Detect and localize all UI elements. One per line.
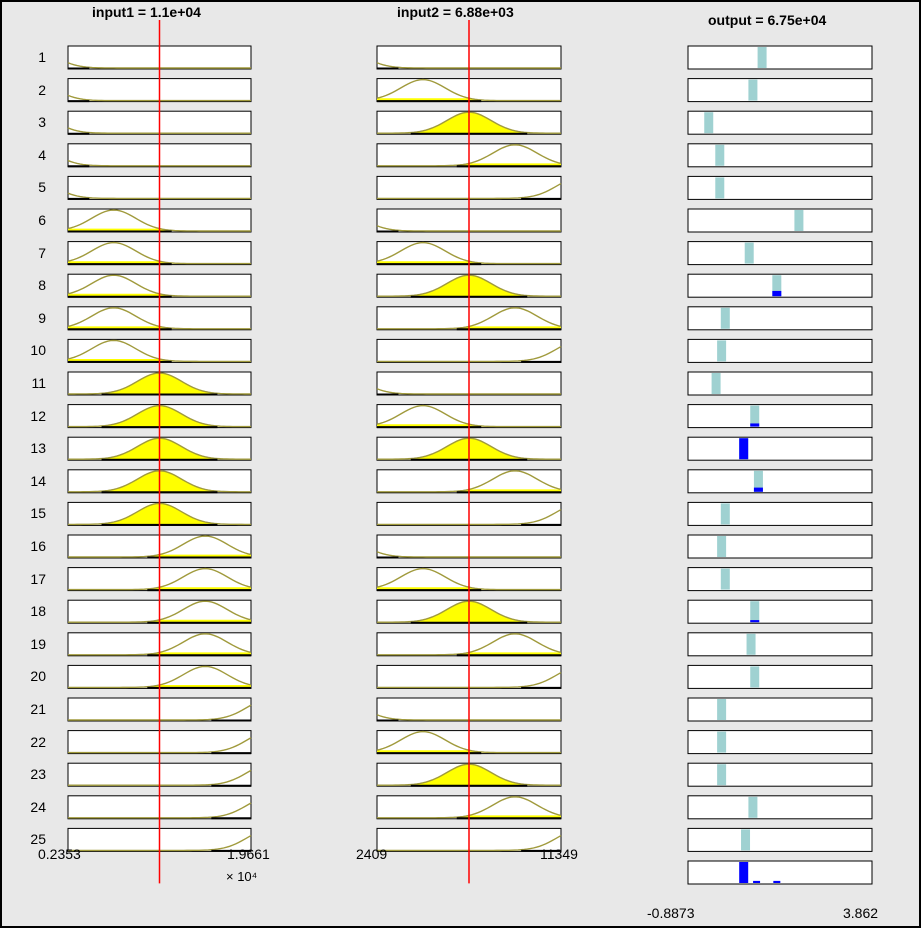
input2-header: input2 = 6.88e+03	[397, 4, 514, 20]
output-axis-box	[687, 664, 873, 689]
rule-number: 5	[38, 179, 46, 196]
output-mf-bar	[715, 144, 725, 166]
output-axis-box	[687, 404, 873, 429]
rule-number: 24	[30, 798, 46, 815]
output-mf-bar	[750, 405, 760, 427]
output-mf-bar	[717, 536, 727, 557]
rule-number: 25	[30, 831, 46, 848]
output-axis-box	[687, 143, 873, 168]
output-axis-box	[687, 697, 873, 722]
rule-number: 11	[31, 375, 46, 391]
rule-number: 17	[30, 570, 46, 587]
output-mf-bar	[753, 470, 763, 492]
rule-number: 23	[30, 766, 46, 783]
output-mf-bar	[748, 79, 758, 101]
output-mf-bar	[720, 568, 730, 590]
output-mf-bar	[717, 699, 727, 720]
input2-range-min: 2409	[356, 846, 388, 862]
output-axis-box	[687, 306, 873, 331]
aggregate-output-bar	[739, 862, 749, 883]
input2-range-max: 11349	[540, 846, 578, 862]
output-mf-bar	[748, 796, 758, 818]
output-mf-bar	[744, 242, 754, 264]
output-mf-bar	[717, 340, 727, 362]
output-firing-bar	[750, 620, 760, 623]
rule-number: 9	[38, 309, 46, 326]
output-axis-box	[687, 469, 873, 494]
output-axis-box	[687, 762, 873, 787]
output-firing-bar	[753, 487, 763, 492]
output-mf-bar	[715, 177, 725, 199]
output-axis-box	[687, 795, 873, 820]
rule-number: 12	[30, 407, 46, 424]
output-axis-box	[687, 110, 873, 135]
input1-range-max: 1.9661	[227, 846, 270, 862]
output-mf-bar	[746, 633, 756, 655]
aggregate-output-tail	[773, 880, 781, 883]
rule-number: 1	[38, 49, 46, 65]
output-mf-bar	[772, 275, 782, 297]
output-axis-box	[687, 208, 873, 233]
output-axis-box	[687, 78, 873, 103]
output-axis-box	[687, 175, 873, 200]
output-mf-bar	[711, 373, 721, 394]
rule-number: 13	[30, 440, 46, 457]
output-mf-bar	[750, 666, 760, 688]
rule-number: 19	[30, 635, 46, 652]
output-axis-box	[687, 567, 873, 592]
output-axis-box	[687, 534, 873, 559]
output-axis-box	[687, 241, 873, 266]
rule-number: 16	[30, 538, 46, 554]
output-mf-bar	[750, 601, 760, 623]
output-axis-box	[687, 371, 873, 396]
output-axis-box	[687, 501, 873, 526]
output-mf-bar	[794, 210, 804, 231]
output-mf-bar	[720, 503, 730, 525]
rule-number: 4	[38, 146, 46, 163]
aggregate-output-tail	[753, 880, 761, 883]
output-axis-box	[687, 730, 873, 755]
rule-number: 2	[38, 81, 46, 98]
output-mf-bar	[717, 764, 727, 786]
output-axis-box	[687, 338, 873, 363]
aggregate-output-box	[687, 860, 873, 885]
output-axis-box	[687, 827, 873, 852]
rule-number: 7	[38, 244, 46, 261]
output-axis-box	[687, 632, 873, 657]
rule-number: 20	[30, 668, 46, 685]
output-mf-bar	[757, 47, 767, 68]
output-mf-bar	[717, 731, 727, 753]
output-range-min: -0.8873	[647, 905, 695, 921]
rule-number: 22	[30, 733, 46, 750]
rule-number: 18	[30, 603, 46, 620]
output-firing-bar	[750, 423, 760, 427]
output-mf-bar	[720, 307, 730, 329]
rule-number: 6	[38, 212, 46, 228]
rule-number: 3	[38, 114, 46, 131]
output-axis-box	[687, 45, 873, 70]
rule-number: 21	[30, 701, 46, 717]
output-mf-bar	[704, 112, 714, 134]
rule-number: 14	[30, 472, 46, 489]
input1-range-exponent: × 10⁴	[226, 869, 258, 884]
output-firing-bar	[739, 438, 749, 460]
rule-number: 10	[30, 342, 46, 359]
output-mf-bar	[741, 829, 751, 851]
rule-number: 15	[30, 505, 46, 522]
rule-number: 8	[38, 277, 46, 294]
input1-range-min: 0.2353	[38, 846, 81, 862]
output-header: output = 6.75e+04	[708, 12, 827, 28]
output-range-max: 3.862	[843, 905, 879, 921]
output-firing-bar	[772, 290, 782, 297]
output-axis-box	[687, 599, 873, 624]
input1-header: input1 = 1.1e+04	[92, 4, 201, 20]
output-axis-box	[687, 436, 873, 461]
